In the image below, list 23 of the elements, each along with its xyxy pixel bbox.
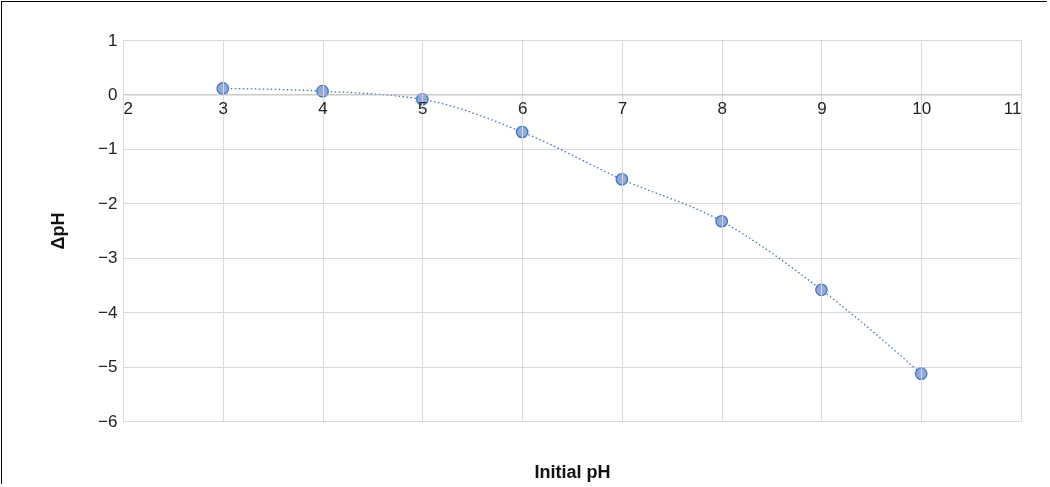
y-tick-label: −1 (98, 139, 118, 159)
x-tick-label: 3 (218, 98, 229, 118)
x-tick-label: 4 (318, 98, 328, 118)
y-tick-label: 1 (108, 30, 118, 50)
x-tick-label: 9 (817, 98, 827, 118)
point (715, 214, 729, 228)
x-tick-label: 7 (617, 98, 628, 118)
x-tick-label: 10 (912, 98, 932, 118)
x-tick-label: 6 (517, 98, 528, 118)
y-tick-label: −3 (98, 248, 118, 268)
x-tick-label: 8 (717, 98, 727, 118)
x-tick-label: 11 (1003, 98, 1022, 118)
x-tick-label: 5 (418, 98, 428, 118)
x-tick-label: 2 (123, 98, 133, 118)
y-tick-label: 0 (108, 84, 118, 104)
point (815, 283, 828, 297)
point (914, 367, 928, 380)
y-tick-label: −5 (98, 357, 118, 377)
y-tick-label: −4 (98, 302, 118, 322)
y-tick-label: −2 (98, 193, 118, 213)
y-tick-label: −6 (98, 411, 118, 431)
x-axis-title: Initial pH (534, 461, 611, 482)
y-axis-title: ΔpH (48, 212, 69, 250)
